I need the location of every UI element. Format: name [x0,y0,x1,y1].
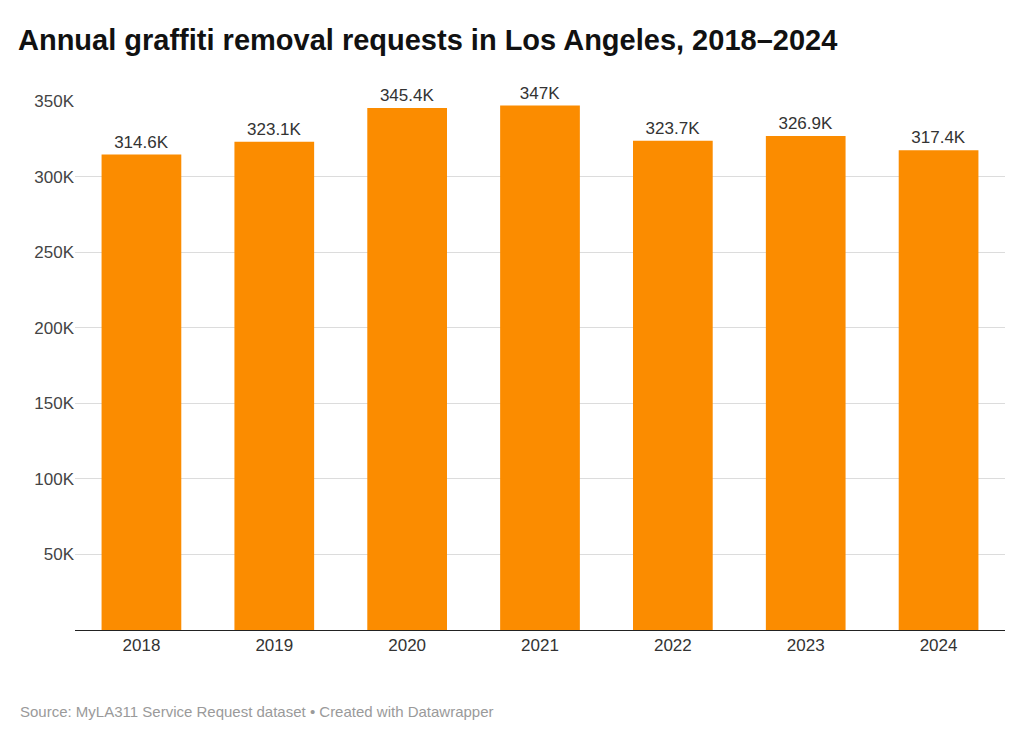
svg-text:2019: 2019 [255,636,293,655]
svg-text:2021: 2021 [521,636,559,655]
svg-text:50K: 50K [44,545,75,564]
svg-text:347K: 347K [520,84,560,103]
svg-text:323.7K: 323.7K [646,119,701,138]
svg-text:2022: 2022 [654,636,692,655]
svg-text:150K: 150K [34,394,74,413]
svg-text:100K: 100K [34,470,74,489]
svg-text:Source: MyLA311 Service Reques: Source: MyLA311 Service Request dataset … [20,703,494,720]
svg-text:300K: 300K [34,168,74,187]
svg-text:314.6K: 314.6K [114,133,169,152]
svg-text:2023: 2023 [787,636,825,655]
svg-text:345.4K: 345.4K [380,86,435,105]
svg-text:2024: 2024 [920,636,958,655]
svg-text:2020: 2020 [388,636,426,655]
svg-text:Annual graffiti removal reques: Annual graffiti removal requests in Los … [18,24,837,56]
svg-text:317.4K: 317.4K [911,128,966,147]
svg-text:2018: 2018 [123,636,161,655]
svg-text:250K: 250K [34,243,74,262]
svg-text:350K: 350K [34,92,74,111]
svg-text:326.9K: 326.9K [778,114,833,133]
svg-text:200K: 200K [34,319,74,338]
svg-text:323.1K: 323.1K [247,120,302,139]
